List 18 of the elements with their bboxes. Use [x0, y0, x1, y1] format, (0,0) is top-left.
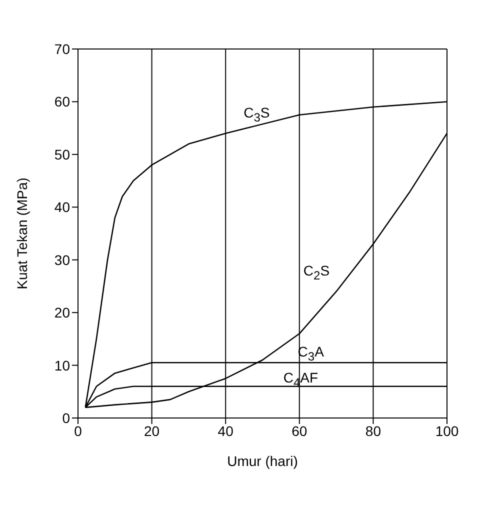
- y-tick-label: 10: [54, 357, 70, 374]
- x-axis-title: Umur (hari): [227, 453, 298, 469]
- y-tick-label: 50: [54, 146, 70, 162]
- y-tick-label: 20: [54, 304, 70, 321]
- series-label: C$_{3}$S: [244, 104, 270, 125]
- x-tick-label: 40: [218, 422, 234, 439]
- y-axis-title: Kuat Tekan (MPa): [14, 178, 30, 290]
- y-tick-label: 60: [54, 94, 70, 110]
- y-tick-label: 40: [54, 199, 70, 216]
- y-tick-label: 30: [54, 252, 70, 268]
- y-tick-label: 0: [62, 410, 70, 426]
- y-tick-label: 70: [54, 40, 70, 57]
- x-tick-label: 20: [144, 422, 160, 439]
- series-label: C$_{2}$S: [303, 262, 330, 283]
- x-tick-label: 60: [292, 422, 308, 439]
- x-tick-label: 80: [365, 422, 382, 439]
- x-tick-label: 0: [74, 422, 82, 439]
- x-tick-label: 100: [435, 422, 459, 439]
